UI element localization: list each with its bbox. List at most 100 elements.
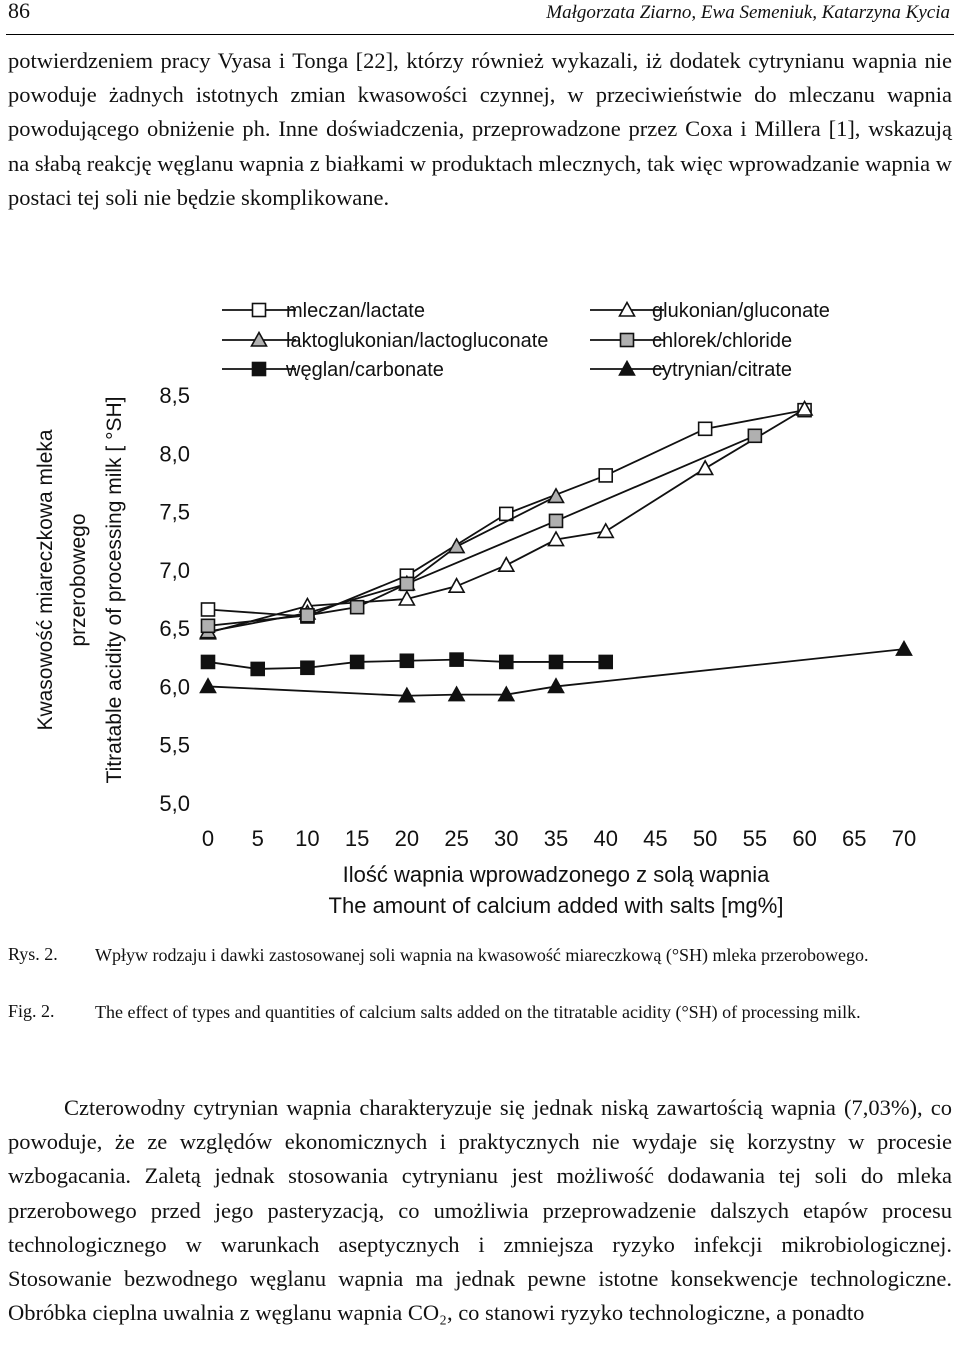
x-tick-label: 20 [395, 826, 419, 851]
caption-en-label: Fig. 2. [8, 1001, 55, 1021]
data-point [447, 537, 466, 554]
data-point [300, 660, 315, 676]
y-tick-label: 5,5 [159, 733, 190, 758]
data-point [696, 459, 715, 476]
legend-marker [619, 332, 635, 348]
data-point [548, 654, 564, 670]
data-point [250, 661, 266, 677]
legend-label: mleczan/lactate [286, 300, 425, 322]
x-axis-label-en: The amount of calcium added with salts [… [329, 893, 784, 918]
legend-item-carbonate: węglan/carbonate [222, 359, 444, 381]
data-point [200, 618, 216, 634]
x-tick-label: 45 [643, 826, 667, 851]
caption-pl-label: Rys. 2. [8, 944, 58, 964]
data-point [200, 654, 216, 670]
data-point [300, 608, 315, 623]
x-tick-label: 55 [743, 826, 767, 851]
page-number: 86 [8, 0, 30, 23]
data-point [447, 685, 466, 702]
legend-label: cytrynian/citrate [652, 359, 792, 381]
y-axis-ticks: 5,0 5,5 6,0 6,5 7,0 7,5 8,0 8,5 [159, 383, 190, 816]
data-point [697, 421, 713, 437]
x-tick-label: 0 [202, 826, 214, 851]
x-tick-label: 30 [494, 826, 518, 851]
legend-label: chlorek/chloride [652, 330, 792, 352]
x-tick-label: 5 [252, 826, 264, 851]
data-point [598, 654, 614, 670]
data-point [349, 654, 365, 670]
data-point [547, 677, 565, 694]
data-point [498, 654, 514, 670]
data-point [399, 576, 415, 592]
series-chloride [200, 428, 763, 634]
series-carbonate [200, 652, 614, 677]
x-tick-label: 25 [444, 826, 468, 851]
y-axis-label-en: Titratable acidity of processing milk [ … [103, 397, 126, 784]
y-tick-label: 5,0 [159, 791, 190, 816]
legend-marker [250, 330, 268, 347]
legend-item-citrate: cytrynian/citrate [590, 359, 792, 381]
body-paragraph-top: potwierdzeniem pracy Vyasa i Tonga [22],… [8, 48, 952, 210]
x-tick-label: 10 [295, 826, 319, 851]
legend-label: glukonian/gluconate [652, 300, 830, 322]
x-tick-label: 35 [544, 826, 568, 851]
data-point [547, 530, 565, 547]
y-tick-label: 6,5 [159, 616, 190, 641]
series-line [207, 648, 905, 697]
legend-marker [251, 302, 267, 318]
caption-pl-text: Wpływ rodzaju i dawki zastosowanej soli … [95, 945, 869, 965]
data-point [447, 577, 466, 593]
data-point [349, 599, 365, 615]
x-tick-label: 40 [593, 826, 617, 851]
x-tick-label: 65 [842, 826, 866, 851]
legend-marker [618, 359, 636, 376]
x-axis-ticks: 0 5 10 15 20 25 30 35 40 45 50 55 60 65 70 [202, 826, 916, 851]
header-rule [6, 34, 954, 35]
series-line [207, 434, 756, 627]
data-point [449, 652, 464, 667]
legend-item-gluconate: glukonian/gluconate [590, 300, 830, 322]
caption-en-text: The effect of types and quantities of ca… [95, 1002, 861, 1022]
running-header-authors: Małgorzata Ziarno, Ewa Semeniuk, Katarzy… [546, 2, 950, 23]
legend-marker [251, 361, 267, 377]
y-axis-label-pl-line1: Kwasowość miareczkowa mleka [34, 429, 57, 730]
data-point [895, 639, 913, 656]
data-point [200, 602, 216, 617]
data-point [548, 513, 564, 529]
data-point [399, 653, 415, 669]
data-point [397, 686, 416, 703]
data-point [596, 522, 615, 539]
y-tick-label: 7,0 [159, 558, 190, 583]
x-tick-label: 60 [792, 826, 816, 851]
legend-item-lactate: mleczan/lactate [222, 300, 425, 322]
chart-series [199, 399, 913, 703]
y-tick-label: 8,0 [159, 441, 190, 466]
y-tick-label: 6,0 [159, 674, 190, 699]
data-point [199, 677, 217, 694]
data-point [497, 685, 516, 702]
series-lactate [200, 402, 812, 624]
legend-marker [618, 300, 636, 317]
body-paragraph-bottom: Czterowodny cytrynian wapnia charakteryz… [8, 1095, 952, 1326]
legend-item-chloride: chlorek/chloride [590, 330, 792, 352]
data-point [598, 468, 614, 483]
x-axis-label-pl: Ilość wapnia wprowadzonego z solą wapnia [343, 862, 771, 887]
series-citrate [199, 639, 913, 703]
y-tick-label: 8,5 [159, 383, 190, 408]
data-point [397, 589, 416, 606]
data-point [497, 556, 516, 572]
acidity-line-chart: mleczan/lactate laktoglukonian/lactogluco… [34, 300, 916, 918]
legend-label: laktoglukonian/lactogluconate [286, 330, 548, 352]
x-tick-label: 50 [693, 826, 717, 851]
data-point [795, 399, 814, 416]
chart-legend: mleczan/lactate laktoglukonian/lactogluco… [222, 300, 830, 381]
data-point [747, 428, 763, 444]
x-tick-label: 70 [892, 826, 916, 851]
x-tick-label: 15 [345, 826, 369, 851]
data-point [498, 506, 514, 522]
legend-label: węglan/carbonate [285, 359, 444, 381]
y-axis-label-pl-line2: przerobowego [67, 513, 90, 646]
data-point [547, 487, 565, 504]
legend-item-lactogluconate: laktoglukonian/lactogluconate [222, 330, 548, 352]
y-tick-label: 7,5 [159, 500, 190, 525]
